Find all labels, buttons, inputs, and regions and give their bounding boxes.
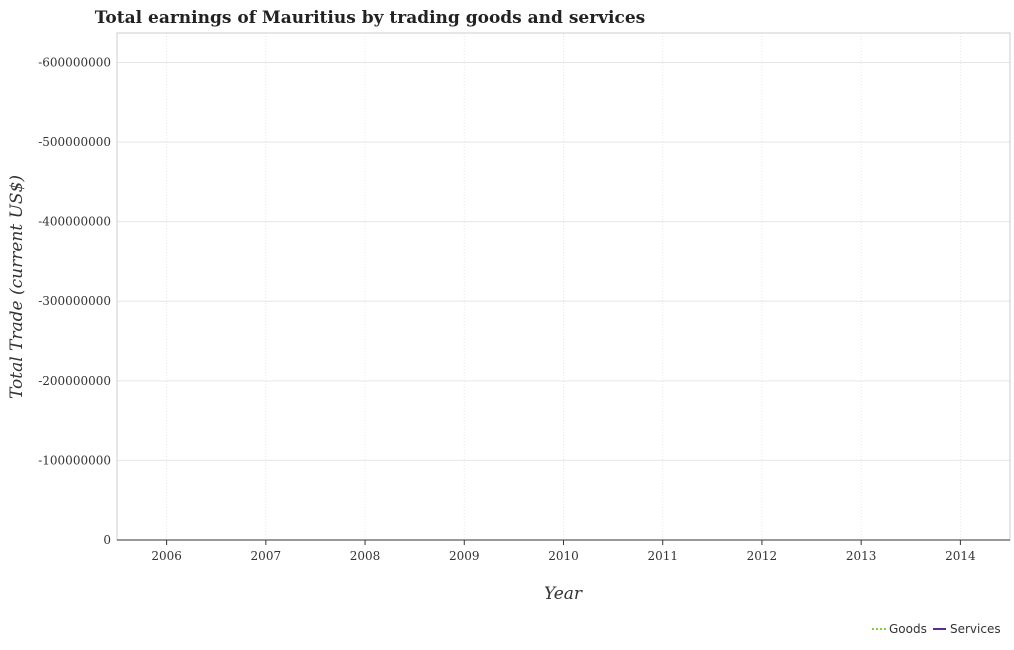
data-point-services: [860, 539, 862, 541]
y-axis: 0 -100000000 -200000000 -300000000 -40000000…: [38, 55, 111, 547]
data-point-services: [265, 539, 267, 541]
chart-title: Total earnings of Mauritius by trading g…: [94, 8, 646, 28]
y-tick-label: 0: [103, 533, 111, 547]
data-point-services: [662, 539, 664, 541]
x-tick-label: 2010: [548, 549, 579, 563]
x-tick-label: 2012: [747, 549, 778, 563]
x-tick-label: 2013: [846, 549, 877, 563]
x-axis: 2006 2007 2008 2009 2010 2011 2012 2013 2014: [117, 539, 1010, 563]
y-tick-label: -200000000: [38, 374, 111, 388]
y-tick-label: -500000000: [38, 135, 111, 149]
y-tick-label: -600000000: [38, 55, 111, 69]
x-axis-title: Year: [544, 584, 583, 604]
legend-item-services: Services: [933, 622, 1001, 636]
grid: [117, 33, 1010, 541]
x-tick-label: 2014: [945, 549, 976, 563]
x-tick-label: 2006: [151, 549, 182, 563]
legend-label-services: Services: [950, 622, 1001, 636]
x-tick-label: 2007: [251, 549, 282, 563]
data-point-services: [463, 539, 465, 541]
data-point-services: [959, 539, 961, 541]
x-tick-label: 2008: [350, 549, 381, 563]
data-point-services: [563, 539, 565, 541]
series-layer: [166, 539, 962, 541]
x-tick-label: 2009: [449, 549, 480, 563]
legend-label-goods: Goods: [889, 622, 927, 636]
y-tick-label: -300000000: [38, 294, 111, 308]
data-point-services: [166, 539, 168, 541]
data-point-services: [364, 539, 366, 541]
y-axis-title: Total Trade (current US$): [7, 175, 27, 399]
legend-item-goods: Goods: [872, 622, 927, 636]
plot-area: [116, 32, 1011, 541]
y-tick-label: -100000000: [38, 453, 111, 467]
y-tick-label: -400000000: [38, 215, 111, 229]
data-point-services: [761, 539, 763, 541]
legend: Goods Services: [872, 622, 1001, 636]
x-tick-label: 2011: [647, 549, 678, 563]
